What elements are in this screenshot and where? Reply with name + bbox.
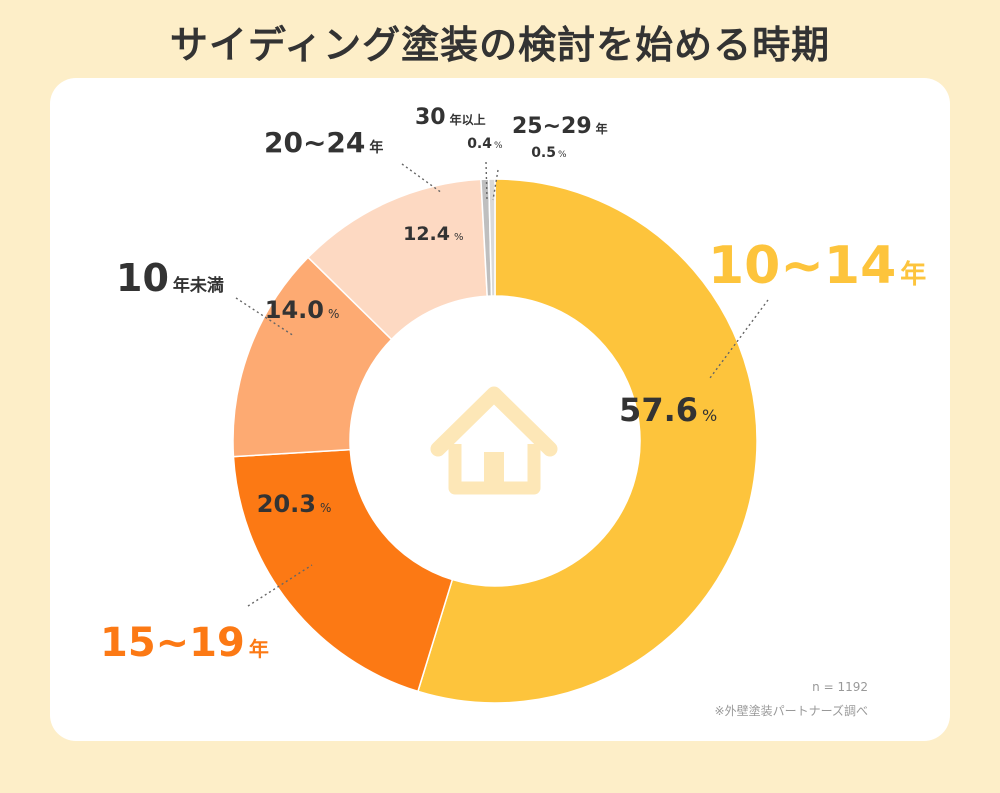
category-label-1: 15~19 年 — [100, 620, 269, 666]
category-label-2: 10 年未満 — [116, 256, 224, 300]
slice-4 — [487, 178, 496, 297]
percent-sign-5: % — [558, 150, 567, 160]
percent-sign-2: % — [328, 307, 339, 321]
house-icon — [430, 386, 558, 495]
value-label-1: 20.3 — [257, 490, 316, 518]
value-label-2: 14.0 — [265, 296, 324, 324]
leader-line-3 — [401, 163, 443, 194]
leader-line-4 — [485, 161, 488, 201]
value-label-4: 0.4 — [467, 136, 492, 152]
leader-line-2 — [235, 297, 295, 337]
percent-sign-3: % — [454, 232, 464, 243]
percent-sign-0: % — [702, 406, 717, 425]
donut-chart: 57.6 %20.3 %14.0 %12.4 %0.4% 0.5% 10~14 年15~19… — [100, 105, 926, 704]
slice-1 — [232, 448, 454, 693]
category-label-0: 10~14 年 — [708, 236, 926, 296]
leader-line-5 — [492, 169, 499, 201]
category-label-5: 25~29 年 — [512, 114, 608, 139]
category-label-4: 30 年以上 — [415, 105, 486, 130]
house-door — [484, 452, 504, 488]
value-label-0: 57.6 — [619, 391, 698, 429]
chart-card: 57.6% 20.3% 14.0% 12.4% 0.4% 0.5% 10~14 年 15~19… — [50, 78, 950, 741]
chart-title: サイディング塗装の検討を始める時期 — [169, 23, 831, 67]
source-note: ※外壁塗装パートナーズ調べ — [714, 704, 868, 718]
category-label-3: 20~24 年 — [264, 126, 383, 159]
house-roof — [430, 386, 558, 457]
sample-size-note: n = 1192 — [812, 680, 868, 694]
value-label-5: 0.5 — [531, 145, 556, 161]
slice-0 — [416, 178, 758, 704]
percent-sign-4: % — [494, 141, 503, 151]
leader-line-0 — [709, 299, 769, 379]
value-label-3: 12.4 — [403, 223, 450, 245]
percent-sign-1: % — [320, 501, 331, 515]
